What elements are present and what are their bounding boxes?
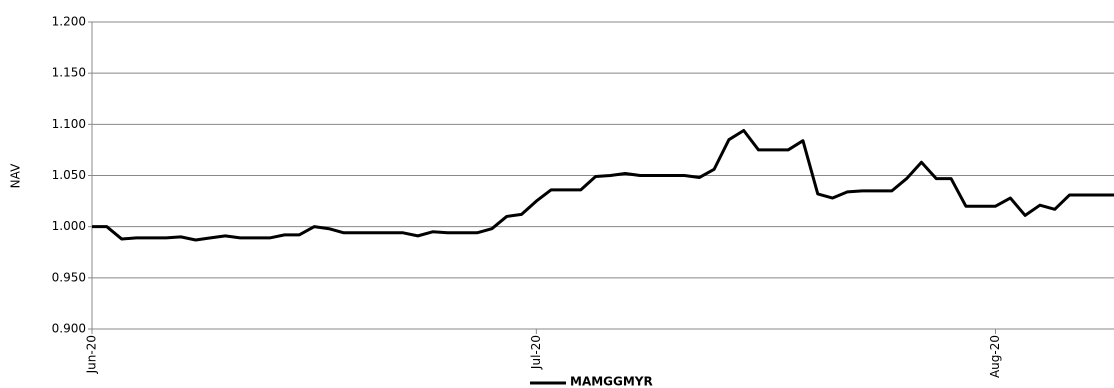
y-tick-label: 0.900: [52, 322, 86, 336]
y-tick-label: 1.000: [52, 219, 86, 233]
legend-label: MAMGGMYR: [570, 375, 653, 388]
line-series: [92, 128, 1114, 242]
x-tick-label: Jul-20: [529, 335, 543, 370]
y-tick-label: 1.050: [52, 168, 86, 182]
y-tick-label: 1.150: [52, 66, 86, 80]
y-tick-label: 0.950: [52, 270, 86, 284]
y-tick-label: 1.200: [52, 15, 86, 29]
x-tick-label: Jun-20: [85, 335, 99, 374]
x-tick-label: Aug-20: [988, 335, 1002, 378]
y-axis-label: NAV: [9, 163, 23, 188]
y-tick-label: 1.100: [52, 117, 86, 131]
